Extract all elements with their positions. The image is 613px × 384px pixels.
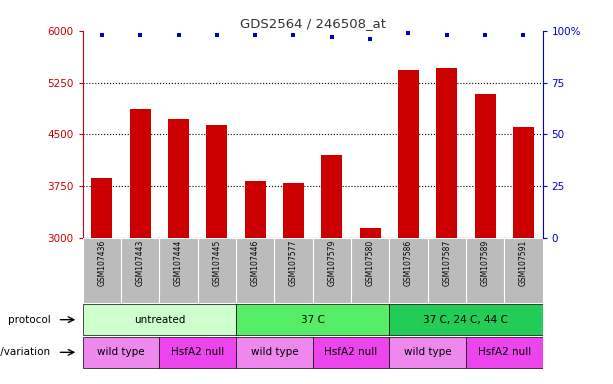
Text: wild type: wild type bbox=[404, 347, 451, 358]
Text: GSM107589: GSM107589 bbox=[481, 240, 490, 286]
Point bbox=[480, 32, 490, 38]
Point bbox=[173, 32, 183, 38]
Text: GSM107443: GSM107443 bbox=[135, 240, 145, 286]
Bar bbox=[236, 337, 313, 368]
Bar bbox=[360, 228, 381, 238]
Point bbox=[97, 32, 107, 38]
Bar bbox=[207, 126, 227, 238]
Point bbox=[442, 32, 452, 38]
Text: GSM107436: GSM107436 bbox=[97, 240, 107, 286]
Text: wild type: wild type bbox=[251, 347, 298, 358]
Bar bbox=[83, 304, 236, 335]
Bar bbox=[474, 94, 495, 238]
Text: 37 C, 24 C, 44 C: 37 C, 24 C, 44 C bbox=[424, 314, 508, 325]
Point bbox=[365, 36, 375, 42]
Point bbox=[403, 30, 413, 36]
Text: HsfA2 null: HsfA2 null bbox=[171, 347, 224, 358]
Text: GSM107446: GSM107446 bbox=[251, 240, 260, 286]
Point bbox=[250, 32, 260, 38]
Bar bbox=[91, 178, 112, 238]
Text: GSM107586: GSM107586 bbox=[404, 240, 413, 286]
Bar bbox=[130, 109, 151, 238]
Bar bbox=[466, 337, 543, 368]
Point bbox=[327, 34, 337, 40]
Bar bbox=[313, 337, 389, 368]
Bar bbox=[236, 304, 389, 335]
Bar bbox=[245, 181, 265, 238]
Text: 37 C: 37 C bbox=[301, 314, 324, 325]
Text: genotype/variation: genotype/variation bbox=[0, 347, 51, 358]
Bar bbox=[83, 337, 159, 368]
Text: GSM107444: GSM107444 bbox=[174, 240, 183, 286]
Text: wild type: wild type bbox=[97, 347, 145, 358]
Title: GDS2564 / 246508_at: GDS2564 / 246508_at bbox=[240, 17, 386, 30]
Text: GSM107591: GSM107591 bbox=[519, 240, 528, 286]
Text: GSM107587: GSM107587 bbox=[442, 240, 451, 286]
Text: HsfA2 null: HsfA2 null bbox=[478, 347, 531, 358]
Point bbox=[519, 32, 528, 38]
Point bbox=[135, 32, 145, 38]
Bar bbox=[283, 183, 304, 238]
Text: HsfA2 null: HsfA2 null bbox=[324, 347, 378, 358]
Bar bbox=[168, 119, 189, 238]
Bar bbox=[513, 127, 534, 238]
Point bbox=[289, 32, 299, 38]
Text: GSM107577: GSM107577 bbox=[289, 240, 298, 286]
Bar bbox=[389, 304, 543, 335]
Bar bbox=[436, 68, 457, 238]
Bar bbox=[321, 155, 342, 238]
Text: untreated: untreated bbox=[134, 314, 185, 325]
Bar bbox=[159, 337, 236, 368]
Text: GSM107445: GSM107445 bbox=[212, 240, 221, 286]
Text: GSM107579: GSM107579 bbox=[327, 240, 337, 286]
Text: GSM107580: GSM107580 bbox=[365, 240, 375, 286]
Text: protocol: protocol bbox=[8, 314, 51, 325]
Bar bbox=[398, 70, 419, 238]
Point bbox=[212, 32, 222, 38]
Bar bbox=[389, 337, 466, 368]
